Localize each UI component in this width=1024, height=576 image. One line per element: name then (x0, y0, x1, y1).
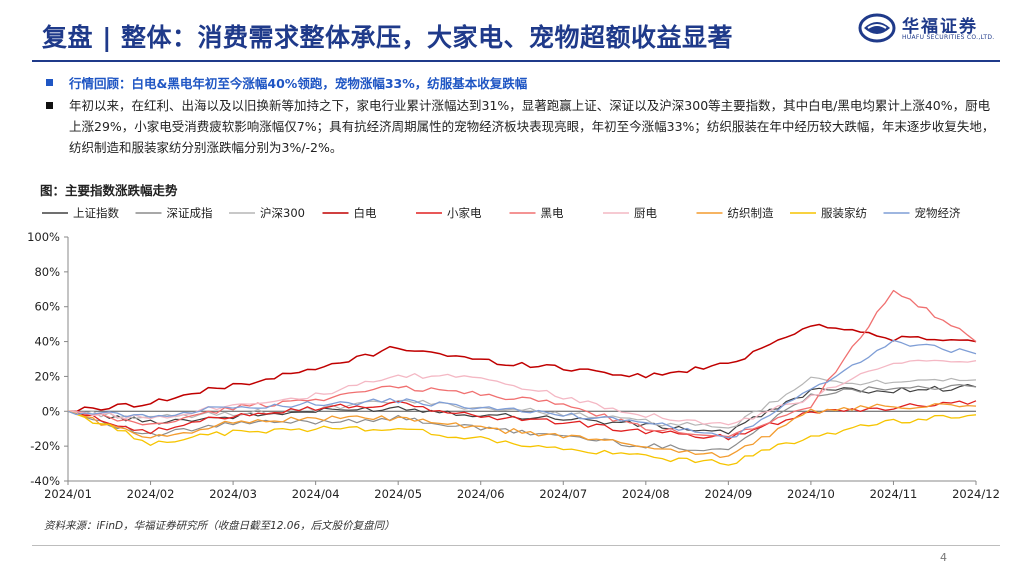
figure-title: 图：主要指数涨跌幅走势 (40, 183, 178, 198)
x-tick-label: 2024/04 (292, 487, 340, 501)
x-tick-label: 2024/02 (127, 487, 175, 501)
series-line (67, 339, 977, 439)
x-tick-label: 2024/01 (44, 487, 92, 501)
legend-label: 深证成指 (167, 206, 213, 220)
legend-label: 纺织制造 (728, 206, 774, 220)
series-line (68, 289, 977, 438)
x-tick-label: 2024/07 (539, 487, 587, 501)
y-tick-label: 20% (34, 369, 60, 383)
square-bullet-icon (46, 79, 53, 86)
legend-label: 宠物经济 (915, 206, 961, 220)
page-number: 4 (940, 551, 947, 564)
company-logo: 华福证券 HUAFU SECURITIES CO.,LTD. (858, 12, 998, 46)
series-line (67, 403, 977, 459)
chart-series (67, 289, 977, 466)
legend-label: 上证指数 (73, 206, 119, 220)
x-tick-label: 2024/05 (374, 487, 422, 501)
y-tick-label: 60% (34, 300, 60, 314)
x-tick-label: 2024/06 (457, 487, 505, 501)
y-tick-label: 80% (34, 265, 60, 279)
x-tick-label: 2024/12 (952, 487, 1000, 501)
logo-name: 华福证券 (902, 17, 978, 37)
x-tick-label: 2024/09 (704, 487, 752, 501)
header-divider (32, 60, 1000, 62)
y-tick-label: -40% (30, 474, 60, 488)
index-performance-chart: 上证指数 深证成指 沪深300 白电 小家电 黑电 厨电 纺织制造 服装家纺 宠物经济 100% 8… (27, 206, 1000, 501)
market-review-text: 行情回顾：白电&黑电年初至今涨幅40%领跑，宠物涨幅33%，纺服基本收复跌幅 (69, 76, 528, 91)
logo-name-en: HUAFU SECURITIES CO.,LTD. (902, 34, 995, 41)
legend-label: 服装家纺 (821, 206, 867, 220)
legend-label: 厨电 (634, 206, 657, 220)
x-tick-label: 2024/03 (209, 487, 257, 501)
series-line (67, 376, 977, 429)
x-tick-label: 2024/11 (870, 487, 918, 501)
logo-icon (858, 13, 896, 43)
summary-text: 年初以来，在红利、出海以及以旧换新等加持之下，家电行业累计涨幅达到31%，显著跑… (69, 98, 995, 155)
x-tick-label: 2024/08 (622, 487, 670, 501)
y-tick-label: 100% (27, 230, 60, 244)
legend-label: 沪深300 (260, 206, 305, 220)
market-review-bullet: 行情回顾：白电&黑电年初至今涨幅40%领跑，宠物涨幅33%，纺服基本收复跌幅 (46, 73, 527, 92)
legend-label: 小家电 (447, 206, 482, 220)
summary-bullet: 年初以来，在红利、出海以及以旧换新等加持之下，家电行业累计涨幅达到31%，显著跑… (46, 95, 996, 158)
x-tick-label: 2024/10 (787, 487, 835, 501)
footer-divider (32, 545, 1000, 546)
series-line (67, 323, 977, 413)
series-line (67, 384, 977, 452)
chart-legend: 上证指数 深证成指 沪深300 白电 小家电 黑电 厨电 纺织制造 服装家纺 宠物经济 (42, 206, 961, 220)
series-line (67, 359, 977, 426)
square-bullet-icon (46, 102, 53, 109)
y-tick-label: 0% (42, 404, 60, 418)
data-source-note: 资料来源：iFinD，华福证券研究所（收盘日截至12.06，后文股价复盘同） (44, 520, 395, 532)
page-title: 复盘 | 整体：消费需求整体承压，大家电、宠物超额收益显著 (42, 23, 734, 52)
y-tick-label: -20% (30, 439, 60, 453)
legend-label: 白电 (354, 206, 377, 220)
y-tick-label: 40% (34, 335, 60, 349)
legend-label: 黑电 (541, 206, 564, 220)
series-line (67, 410, 977, 466)
